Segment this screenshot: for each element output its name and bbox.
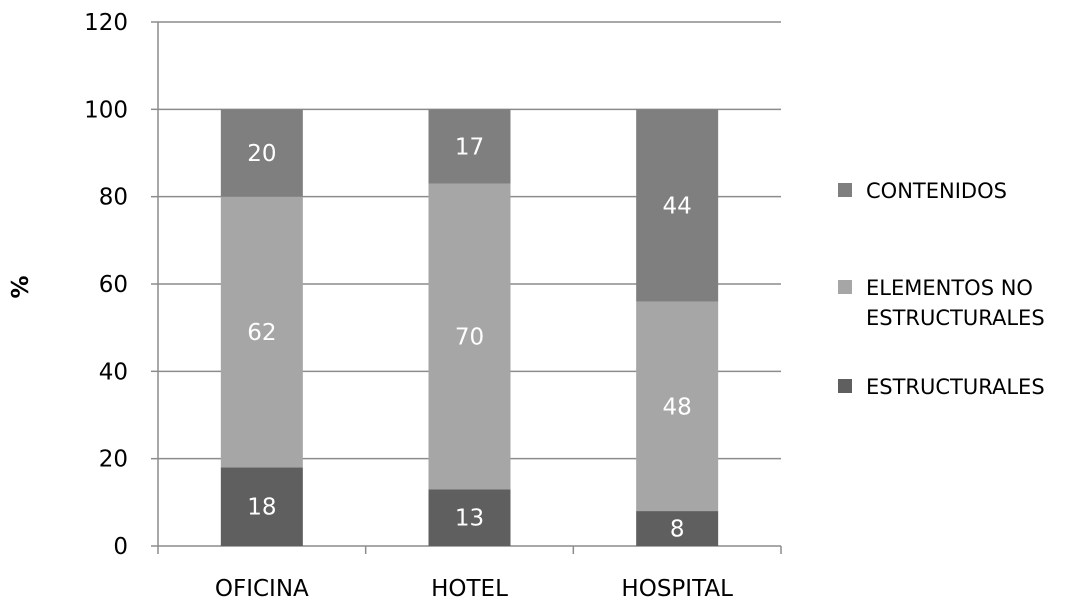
y-tick-label: 20 [99, 447, 128, 473]
bar-segment [220, 467, 303, 546]
x-tick-label: HOTEL [431, 576, 508, 602]
data-label: 62 [247, 320, 276, 346]
legend-label: ELEMENTOS NO ESTRUCTURALES [866, 276, 1045, 330]
legend-item: ELEMENTOS NO ESTRUCTURALES [838, 276, 1045, 330]
tick-labels: 0 20 40 60 80 100 120 OFICINA HOTEL HOSPITAL [84, 10, 733, 602]
y-tick-label: 60 [99, 272, 128, 298]
bar-segment [220, 109, 303, 197]
y-tick-label: 0 [113, 534, 128, 560]
bar-segment [428, 109, 511, 184]
data-label: 13 [455, 506, 484, 532]
bar-segment [636, 109, 719, 302]
data-label: 18 [247, 495, 276, 521]
y-tick-label: 120 [84, 10, 128, 36]
data-label: 17 [455, 134, 484, 160]
data-label: 70 [455, 324, 484, 350]
bars [220, 109, 719, 546]
legend-swatch [838, 379, 852, 393]
legend: CONTENIDOS ELEMENTOS NO ESTRUCTURALES ESTRU… [838, 179, 1045, 399]
legend-swatch [838, 280, 852, 294]
data-label: 48 [663, 394, 692, 420]
y-tick-label: 100 [84, 97, 128, 123]
x-tick-label: OFICINA [215, 576, 309, 602]
bar-segment [636, 301, 719, 512]
bar-segment [636, 511, 719, 546]
y-tick-label: 80 [99, 185, 128, 211]
x-tick-label: HOSPITAL [621, 576, 733, 602]
data-label: 20 [247, 141, 276, 167]
legend-label: CONTENIDOS [866, 179, 1007, 203]
y-axis-label: % [8, 275, 34, 298]
data-labels: 18 62 20 13 70 17 8 48 44 [247, 134, 692, 542]
legend-item: ESTRUCTURALES [838, 375, 1045, 399]
bar-segment [428, 489, 511, 546]
legend-label: ESTRUCTURALES [866, 375, 1045, 399]
bar-segment [220, 196, 303, 468]
legend-swatch [838, 183, 852, 197]
legend-item: CONTENIDOS [838, 179, 1007, 203]
data-label: 44 [663, 193, 692, 219]
data-label: 8 [670, 517, 685, 543]
bar-segment [428, 183, 511, 490]
y-tick-label: 40 [99, 359, 128, 385]
